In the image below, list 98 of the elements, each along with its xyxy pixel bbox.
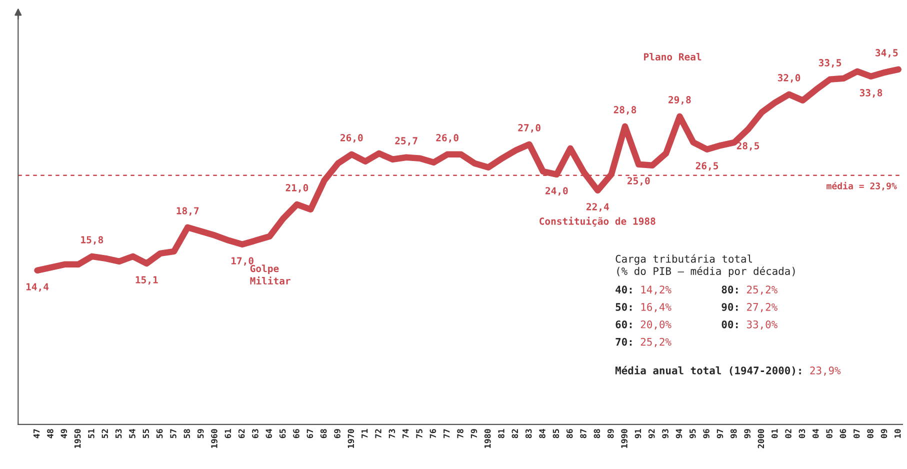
- x-tick-label: 91: [634, 429, 642, 438]
- x-tick-label: 83: [525, 429, 532, 438]
- data-label: 18,7: [176, 207, 199, 216]
- annotation: Golpe Militar: [250, 264, 290, 285]
- x-tick-label: 96: [703, 429, 710, 438]
- x-tick-label: 69: [334, 429, 340, 438]
- data-label: 17,0: [231, 257, 254, 266]
- x-tick-label: 10: [894, 429, 901, 438]
- annotation: 80: 25,2%: [722, 286, 778, 295]
- data-label: 29,8: [668, 96, 691, 105]
- x-tick-label: 66: [293, 429, 300, 438]
- x-tick-label: 85: [552, 429, 560, 438]
- x-tick-label: 54: [129, 428, 136, 438]
- data-label: 15,1: [136, 276, 158, 285]
- data-label: 26,0: [436, 134, 458, 143]
- x-tick-label: 02: [785, 429, 792, 438]
- x-tick-label: 1980: [484, 429, 491, 448]
- data-label: 25,0: [628, 177, 650, 186]
- annotation: Média anual total (1947-2000): 23,9%: [615, 366, 841, 376]
- x-tick-label: 95: [690, 429, 696, 438]
- annotation: Constituição de 1988: [540, 216, 656, 227]
- x-tick-label: 82: [512, 429, 518, 438]
- x-tick-label: 53: [115, 429, 122, 438]
- x-tick-label: 55: [142, 429, 150, 438]
- x-tick-label: 76: [430, 429, 436, 438]
- x-tick-label: 88: [594, 429, 600, 438]
- x-tick-label: 81: [498, 429, 504, 438]
- x-tick-label: 07: [853, 429, 860, 438]
- data-label: 21,0: [286, 184, 308, 193]
- x-tick-label: 47: [34, 429, 40, 438]
- data-label: 34,5: [876, 49, 898, 58]
- annotation: 00: 33,0%: [722, 320, 778, 330]
- x-tick-label: 62: [238, 429, 245, 438]
- x-tick-label: 84: [539, 428, 546, 438]
- annotation: Plano Real: [644, 52, 702, 60]
- annotation: 60: 20,0%: [616, 320, 672, 330]
- x-tick-label: 79: [470, 429, 478, 438]
- x-tick-label: 01: [771, 429, 778, 438]
- x-tick-label: 51: [88, 429, 94, 438]
- ref-line-label: média = 23,9%: [826, 182, 897, 190]
- x-tick-label: 77: [444, 429, 450, 438]
- data-label: 28,5: [736, 142, 760, 151]
- x-tick-label: 78: [457, 429, 464, 438]
- x-tick-label: 09: [880, 429, 888, 438]
- x-tick-label: 03: [798, 429, 806, 438]
- x-tick-label: 1950: [74, 429, 81, 448]
- x-tick-label: 05: [826, 429, 832, 438]
- annotation: Carga tributária total (% do PIB – média por década): [616, 254, 795, 277]
- x-tick-label: 1990: [621, 429, 628, 448]
- annotation: 90: 27,2%: [722, 303, 778, 312]
- x-tick-label: 92: [648, 429, 655, 438]
- x-tick-label: 99: [744, 429, 750, 438]
- annotation: 40: 14,2%: [616, 286, 672, 295]
- x-tick-label: 06: [840, 429, 846, 438]
- x-tick-label: 93: [662, 429, 668, 438]
- x-tick-label: 71: [362, 429, 368, 438]
- x-tick-label: 94: [676, 428, 682, 438]
- x-tick-label: 87: [580, 429, 586, 438]
- x-tick-label: 48: [47, 429, 54, 438]
- x-tick-label: 64: [266, 428, 272, 438]
- x-tick-label: 67: [306, 429, 314, 438]
- x-tick-label: 89: [607, 429, 614, 438]
- x-tick-label: 63: [252, 429, 258, 438]
- x-tick-label: 08: [867, 429, 874, 438]
- x-tick-label: 52: [102, 429, 108, 438]
- data-label: 22,4: [586, 203, 609, 212]
- x-tick-label: 98: [730, 429, 737, 438]
- data-label: 14,4: [26, 283, 49, 292]
- data-label: 28,8: [614, 106, 636, 115]
- x-tick-label: 72: [375, 429, 382, 438]
- x-tick-label: 74: [402, 428, 409, 438]
- data-label: 25,7: [395, 137, 418, 146]
- x-tick-label: 59: [197, 429, 204, 438]
- x-tick-label: 56: [156, 429, 163, 438]
- x-tick-label: 75: [416, 429, 422, 438]
- x-tick-label: 58: [184, 429, 190, 438]
- data-label: 27,0: [518, 124, 540, 133]
- x-tick-label: 2000: [758, 429, 764, 448]
- data-label: 15,8: [81, 236, 104, 245]
- x-tick-label: 04: [812, 428, 819, 438]
- data-label: 26,5: [696, 162, 718, 171]
- x-tick-label: 86: [566, 429, 573, 438]
- annotation: 70: 25,2%: [616, 338, 672, 348]
- x-tick-label: 57: [170, 429, 176, 438]
- x-tick-label: 1970: [348, 429, 354, 448]
- data-label: 24,0: [546, 187, 568, 196]
- data-label: 26,0: [340, 134, 363, 143]
- data-label: 33,5: [818, 59, 842, 68]
- x-tick-label: 68: [320, 429, 327, 438]
- x-tick-label: 1960: [211, 429, 218, 448]
- annotation: 50: 16,4%: [616, 303, 672, 312]
- x-tick-label: 49: [60, 429, 68, 438]
- data-label: 33,8: [860, 89, 882, 98]
- data-label: 32,0: [778, 74, 800, 83]
- x-tick-label: 65: [279, 429, 286, 438]
- x-tick-label: 73: [388, 429, 396, 438]
- x-tick-label: 97: [716, 429, 724, 438]
- x-tick-label: 61: [224, 429, 232, 438]
